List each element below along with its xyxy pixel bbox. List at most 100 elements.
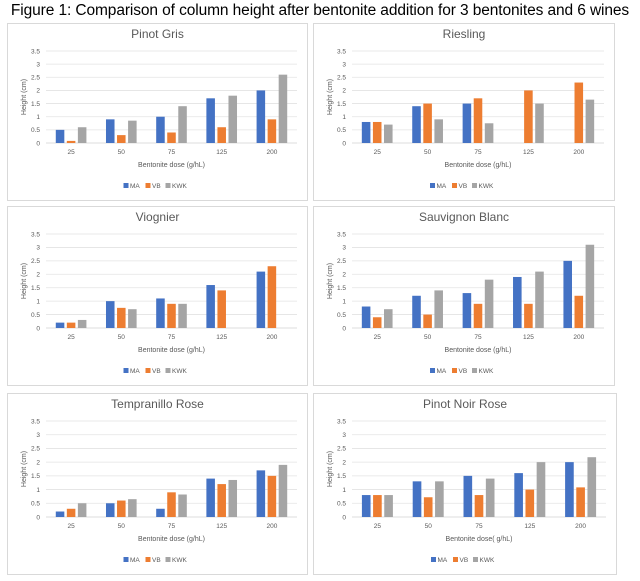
legend-item-kwk: KWK xyxy=(472,368,494,375)
bar-vb-200 xyxy=(574,295,584,328)
bar-vb-125 xyxy=(217,484,226,517)
x-tick-label: 200 xyxy=(266,334,277,341)
bar-kwk-75 xyxy=(178,494,187,517)
legend-swatch xyxy=(430,183,435,188)
bar-vb-200 xyxy=(574,82,584,143)
bar-ma-75 xyxy=(462,293,472,328)
x-axis-label: Bentonite dose (g/hL) xyxy=(445,162,512,169)
y-tick-label: 2 xyxy=(342,88,346,95)
y-tick-label: 3 xyxy=(36,245,40,252)
bar-kwk-75 xyxy=(178,106,187,143)
y-axis-label: Height (cm) xyxy=(327,451,334,487)
bar-vb-75 xyxy=(167,492,176,517)
bar-kwk-75 xyxy=(178,303,187,328)
bar-ma-50 xyxy=(412,106,421,143)
legend-swatch xyxy=(145,368,151,373)
bar-kwk-200 xyxy=(585,244,595,328)
legend-item-vb: VB xyxy=(145,557,161,564)
chart-panel-pinot-gris: Pinot Gris 0 0.5 1 1.5 2 2.5 3 3.5 Height (cm) 25 5… xyxy=(7,23,308,201)
bar-vb-125 xyxy=(217,290,226,328)
bar-kwk-125 xyxy=(228,479,238,517)
x-tick-label: 25 xyxy=(67,334,75,341)
bar-vb-125 xyxy=(217,127,226,143)
legend-swatch xyxy=(145,183,151,188)
y-tick-label: 1.5 xyxy=(31,101,40,108)
legend-label: VB xyxy=(459,183,468,190)
legend-label: MA xyxy=(130,183,140,190)
bar-vb-50 xyxy=(423,103,432,143)
y-tick-label: 1 xyxy=(36,298,40,305)
bar-ma-125 xyxy=(206,98,215,143)
bar-vb-50 xyxy=(117,135,126,143)
y-tick-label: 1.5 xyxy=(337,473,346,480)
bar-vb-50 xyxy=(117,307,126,328)
y-tick-label: 0.5 xyxy=(337,127,346,134)
legend-item-vb: VB xyxy=(145,368,161,375)
chart-title: Pinot Gris xyxy=(131,27,184,41)
bar-vb-25 xyxy=(66,322,76,328)
x-tick-label: 25 xyxy=(67,523,75,530)
chart-svg: Riesling 0 0.5 1 1.5 2 2.5 3 3.5 Height (cm) 25 50 7… xyxy=(327,27,604,190)
y-tick-label: 0.5 xyxy=(31,501,40,508)
legend-swatch xyxy=(123,368,129,373)
bar-vb-25 xyxy=(372,317,382,328)
legend-item-kwk: KWK xyxy=(472,183,494,190)
legend-item-ma: MA xyxy=(430,368,447,375)
y-axis-label: Height (cm) xyxy=(21,263,28,299)
y-tick-label: 1 xyxy=(36,114,40,121)
bar-kwk-25 xyxy=(77,503,87,517)
bar-kwk-200 xyxy=(278,74,288,143)
chart-svg: Pinot Noir Rose 0 0.5 1 1.5 2 2.5 3 3.5 Height (c… xyxy=(327,397,606,564)
legend-swatch xyxy=(165,183,171,188)
legend-item-kwk: KWK xyxy=(165,183,187,190)
x-tick-label: 50 xyxy=(424,334,432,341)
legend-label: VB xyxy=(459,368,468,375)
y-tick-label: 0 xyxy=(342,325,346,332)
bar-kwk-200 xyxy=(585,99,595,143)
bar-vb-200 xyxy=(576,487,585,517)
y-tick-label: 0.5 xyxy=(337,501,346,508)
bar-ma-200 xyxy=(256,470,266,517)
legend-swatch xyxy=(472,368,477,373)
y-tick-label: 2 xyxy=(342,459,346,466)
legend-label: KWK xyxy=(480,557,495,564)
x-tick-label: 50 xyxy=(424,149,432,156)
bar-ma-50 xyxy=(105,119,115,143)
bar-vb-25 xyxy=(373,495,382,517)
x-tick-label: 125 xyxy=(523,149,534,156)
y-tick-label: 3.5 xyxy=(31,231,40,238)
y-tick-label: 3.5 xyxy=(337,48,346,55)
legend-label: MA xyxy=(437,368,447,375)
y-tick-label: 3.5 xyxy=(337,418,346,425)
bar-ma-50 xyxy=(105,503,115,517)
y-tick-label: 3 xyxy=(342,245,346,252)
legend-item-vb: VB xyxy=(453,557,468,564)
bar-ma-200 xyxy=(563,260,572,328)
bar-ma-25 xyxy=(55,129,65,143)
bar-kwk-25 xyxy=(384,124,393,143)
bar-vb-200 xyxy=(267,475,277,517)
bar-vb-75 xyxy=(473,303,483,328)
bar-ma-125 xyxy=(206,478,215,517)
x-tick-label: 50 xyxy=(118,523,126,530)
bar-kwk-50 xyxy=(434,290,443,328)
x-tick-label: 200 xyxy=(575,523,586,530)
y-tick-label: 1 xyxy=(36,487,40,494)
legend-swatch xyxy=(145,557,151,562)
legend-label: MA xyxy=(130,368,140,375)
legend-label: VB xyxy=(152,557,161,564)
bar-ma-25 xyxy=(55,511,65,517)
y-tick-label: 2.5 xyxy=(337,75,346,82)
y-tick-label: 3.5 xyxy=(337,231,346,238)
y-tick-label: 2.5 xyxy=(31,75,40,82)
y-tick-label: 2.5 xyxy=(337,258,346,265)
bar-kwk-125 xyxy=(535,271,544,328)
chart-panel-riesling: Riesling 0 0.5 1 1.5 2 2.5 3 3.5 Height (cm) 25 50 7… xyxy=(313,23,615,201)
legend-label: KWK xyxy=(172,368,187,375)
bar-ma-200 xyxy=(256,271,266,328)
legend-swatch xyxy=(472,183,477,188)
bar-vb-200 xyxy=(267,119,277,143)
y-tick-label: 2.5 xyxy=(337,446,346,453)
y-tick-label: 1 xyxy=(342,298,346,305)
x-tick-label: 75 xyxy=(168,523,176,530)
